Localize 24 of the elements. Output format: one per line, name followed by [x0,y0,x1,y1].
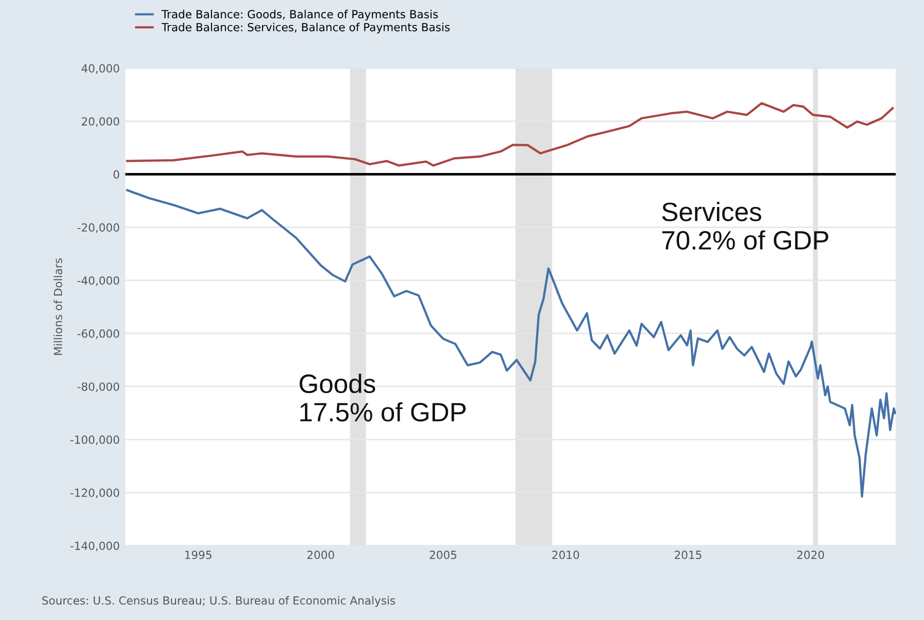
y-tick-label: -100,000 [70,435,120,446]
line-series [126,102,894,167]
x-tick-label: 1995 [185,550,212,560]
annotation: Goods 17.5% of GDP [300,374,466,422]
y-axis-title: Millions of Dollars [54,258,62,355]
y-tick-label: -40,000 [78,276,120,286]
y-tick-label: -120,000 [70,488,120,498]
legend-label: Trade Balance: Goods, Balance of Payments Basis [162,10,438,21]
y-tick-label: 0 [114,170,120,179]
y-tick-label: 40,000 [82,64,120,74]
y-tick-label: -60,000 [78,329,120,339]
x-tick-label: 2005 [430,550,456,560]
x-tick-label: 2020 [797,550,824,560]
x-tick-label: 2015 [674,550,702,560]
y-tick-label: 20,000 [82,117,120,127]
legend-label: Trade Balance: Services, Balance of Payments Basis [162,22,450,34]
annotation: Services 70.2% of GDP [662,202,828,250]
line-series [126,189,896,498]
y-tick-label: -140,000 [70,542,120,552]
y-tick-label: -20,000 [78,223,120,233]
x-tick-label: 2000 [307,550,334,560]
source-note: Sources: U.S. Census Bureau; U.S. Bureau of Economic Analysis [42,596,396,607]
y-tick-label: -80,000 [78,382,120,392]
x-tick-label: 2010 [552,550,580,560]
